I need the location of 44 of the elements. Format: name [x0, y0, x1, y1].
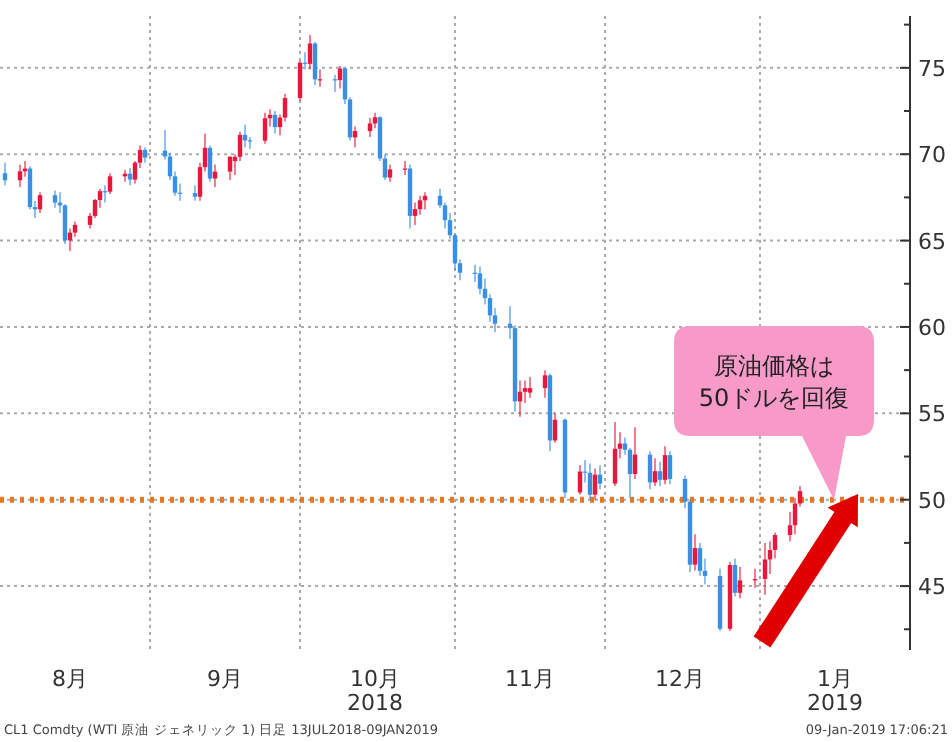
- x-tick-label: 1月 2019: [807, 666, 863, 716]
- candlestick: [732, 557, 738, 598]
- candlestick: [737, 566, 743, 599]
- x-tick-label: 9月: [207, 666, 243, 692]
- candlestick: [407, 163, 413, 230]
- annotation: 原油価格は 50ドルを回復: [698, 352, 850, 412]
- y-tick-label: 55: [918, 401, 946, 428]
- candlestick: [587, 462, 593, 501]
- candlestick: [527, 376, 533, 399]
- candlestick: [367, 117, 373, 138]
- candlestick: [692, 533, 698, 572]
- y-tick-label: 65: [918, 228, 946, 255]
- candlestick: [762, 542, 768, 596]
- candlestick: [657, 460, 663, 487]
- candlestick: [412, 201, 418, 226]
- candlestick: [542, 369, 548, 399]
- y-tick-label: 60: [918, 314, 946, 341]
- candlestick: [697, 542, 703, 577]
- candlestick: [297, 60, 303, 102]
- candlestick: [592, 467, 598, 501]
- y-tick-label: 75: [918, 55, 946, 82]
- candlestick: [227, 155, 233, 181]
- y-tick-label: 50: [918, 487, 946, 514]
- candlestick: [597, 464, 603, 491]
- x-tick-label: 11月: [505, 666, 555, 692]
- x-tick-label: 10月 2018: [347, 666, 403, 716]
- candlestick: [192, 184, 198, 202]
- candlestick: [207, 144, 213, 183]
- candlestick: [17, 163, 23, 188]
- candlestick: [662, 445, 668, 485]
- candlestick: [307, 34, 313, 71]
- candlestick: [652, 457, 658, 487]
- candlestick: [212, 163, 218, 188]
- x-tick-label: 8月: [52, 666, 88, 692]
- y-tick-label: 45: [918, 574, 946, 601]
- y-tick-label: 70: [918, 142, 946, 169]
- candlestick: [37, 191, 43, 214]
- candlestick: [312, 41, 318, 86]
- candlestick: [2, 162, 8, 187]
- x-tick-label: 12月: [655, 666, 705, 692]
- candlestick: [262, 111, 268, 145]
- candlestick: [612, 421, 618, 487]
- candlestick: [667, 450, 673, 485]
- candlestick: [107, 172, 113, 195]
